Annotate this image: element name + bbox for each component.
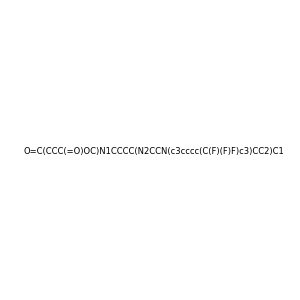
Text: O=C(CCC(=O)OC)N1CCCC(N2CCN(c3cccc(C(F)(F)F)c3)CC2)C1: O=C(CCC(=O)OC)N1CCCC(N2CCN(c3cccc(C(F)(F… — [23, 147, 284, 156]
